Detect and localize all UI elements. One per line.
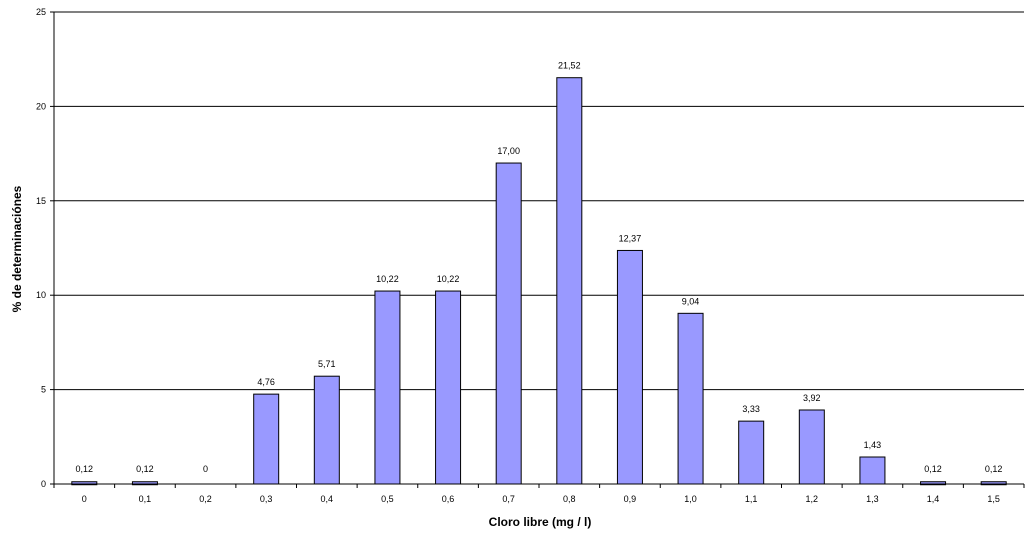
data-label: 10,22 <box>376 274 399 284</box>
bar <box>616 249 643 485</box>
data-label: 9,04 <box>682 296 700 306</box>
bars <box>71 77 1007 486</box>
data-label: 3,33 <box>742 404 760 414</box>
data-label: 12,37 <box>619 233 642 243</box>
data-label: 10,22 <box>437 274 460 284</box>
y-tick-label: 25 <box>36 7 46 17</box>
y-tick-label: 15 <box>36 196 46 206</box>
bar <box>374 290 401 485</box>
x-tick-label: 1,0 <box>684 494 697 504</box>
bar <box>980 481 1007 486</box>
bar <box>253 393 280 485</box>
x-tick-label: 0,5 <box>381 494 394 504</box>
data-label: 17,00 <box>497 146 520 156</box>
bar <box>71 481 98 486</box>
y-axis-title: % de determinaciónes <box>10 185 24 312</box>
data-label: 3,92 <box>803 393 821 403</box>
data-label: 0,12 <box>924 464 942 474</box>
bar <box>435 290 462 485</box>
data-label: 5,71 <box>318 359 336 369</box>
y-tick-label: 20 <box>36 101 46 111</box>
x-tick-label: 1,5 <box>987 494 1000 504</box>
x-tick-label: 0,7 <box>502 494 515 504</box>
data-label: 21,52 <box>558 61 581 71</box>
x-tick-label: 0,1 <box>139 494 152 504</box>
bar <box>131 481 158 486</box>
x-axis-title: Cloro libre (mg / l) <box>489 515 592 529</box>
x-tick-label: 1,4 <box>927 494 940 504</box>
x-tick-label: 1,3 <box>866 494 879 504</box>
data-label: 0,12 <box>76 464 94 474</box>
y-tick-label: 0 <box>41 479 46 489</box>
bar <box>677 312 704 485</box>
x-tick-label: 0,3 <box>260 494 273 504</box>
data-label: 0,12 <box>136 464 154 474</box>
bar <box>313 375 340 485</box>
bar <box>556 77 583 485</box>
data-label: 4,76 <box>257 377 275 387</box>
x-tick-label: 0,4 <box>321 494 334 504</box>
x-tick-label: 0,8 <box>563 494 576 504</box>
data-label: 1,43 <box>864 440 882 450</box>
axes <box>50 11 1025 488</box>
data-label: 0 <box>203 464 208 474</box>
labels: 0 5 10 15 20 25 0,12 0 0,12 0,1 0 0,2 4,76 0,3 5,71 0,4… <box>36 7 1002 504</box>
data-label: 0,12 <box>985 464 1003 474</box>
bar <box>798 409 825 485</box>
x-tick-label: 0,9 <box>624 494 637 504</box>
x-tick-label: 0 <box>82 494 87 504</box>
gridlines <box>54 11 1024 391</box>
y-tick-label: 10 <box>36 290 46 300</box>
bar <box>920 481 947 486</box>
x-tick-label: 0,2 <box>199 494 212 504</box>
x-tick-label: 1,2 <box>806 494 819 504</box>
bar <box>738 420 765 485</box>
x-tick-label: 1,1 <box>745 494 758 504</box>
bar <box>495 162 522 485</box>
bar <box>859 456 886 485</box>
y-tick-label: 5 <box>41 385 46 395</box>
x-tick-label: 0,6 <box>442 494 455 504</box>
